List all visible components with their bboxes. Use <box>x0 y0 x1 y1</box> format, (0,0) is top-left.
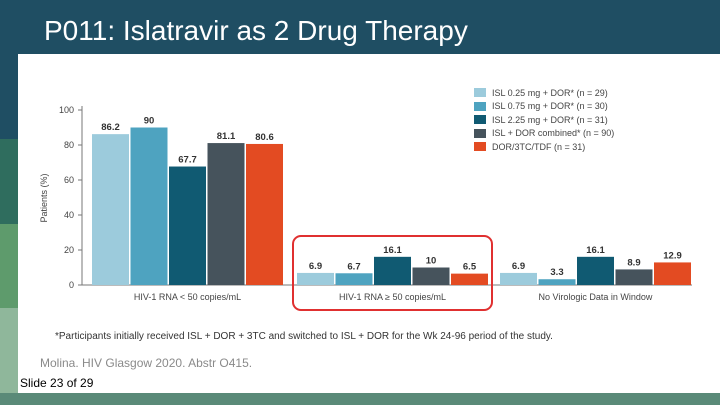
y-tick-label: 80 <box>64 140 74 150</box>
strip-segment <box>0 308 18 393</box>
bar <box>654 262 691 285</box>
data-label: 90 <box>144 116 155 127</box>
legend-swatch <box>474 115 486 125</box>
data-label: 16.1 <box>383 245 402 256</box>
y-tick-label: 60 <box>64 175 74 185</box>
data-label: 8.9 <box>627 257 640 268</box>
data-label: 67.7 <box>178 155 197 166</box>
legend-swatch <box>474 128 486 138</box>
category-label: No Virologic Data in Window <box>539 292 653 302</box>
data-label: 6.9 <box>512 261 525 272</box>
legend-label: DOR/3TC/TDF (n = 31) <box>492 141 586 152</box>
data-label: 6.7 <box>347 261 360 272</box>
bar <box>207 143 245 285</box>
data-label: 16.1 <box>586 245 605 256</box>
bar <box>500 272 537 285</box>
y-axis-title: Patients (%) <box>39 173 49 222</box>
legend-item: DOR/3TC/TDF (n = 31) <box>474 140 614 154</box>
data-label: 10 <box>426 256 437 267</box>
slide-number: Slide 23 of 29 <box>20 376 94 390</box>
bar <box>451 273 488 285</box>
legend-item: ISL 2.25 mg + DOR* (n = 31) <box>474 113 614 127</box>
bar <box>335 273 373 285</box>
legend-item: ISL 0.75 mg + DOR* (n = 30) <box>474 100 614 114</box>
data-label: 86.2 <box>101 122 120 133</box>
y-tick-label: 20 <box>64 245 74 255</box>
category-label: HIV-1 RNA ≥ 50 copies/mL <box>339 292 446 302</box>
bar <box>130 127 168 285</box>
y-tick-label: 0 <box>69 280 74 290</box>
data-label: 12.9 <box>663 250 682 261</box>
strip-segment <box>0 223 18 309</box>
title-bar: P011: Islatravir as 2 Drug Therapy <box>0 0 720 54</box>
legend-label: ISL 0.75 mg + DOR* (n = 30) <box>492 101 608 112</box>
bar <box>615 269 653 285</box>
slide-title: P011: Islatravir as 2 Drug Therapy <box>44 15 468 46</box>
data-label: 6.9 <box>309 261 322 272</box>
y-tick-label: 100 <box>59 105 74 115</box>
bar <box>92 134 129 285</box>
legend-item: ISL + DOR combined* (n = 90) <box>474 127 614 141</box>
data-label: 80.6 <box>255 132 274 143</box>
bar <box>169 166 206 285</box>
data-label: 6.5 <box>463 262 477 273</box>
category-label: HIV-1 RNA < 50 copies/mL <box>134 292 241 302</box>
y-tick-label: 40 <box>64 210 74 220</box>
strip-segment <box>0 54 18 139</box>
legend-label: ISL 2.25 mg + DOR* (n = 31) <box>492 114 608 125</box>
highlight-box <box>292 235 493 311</box>
bar <box>297 272 334 285</box>
left-decorative-strip <box>0 54 18 393</box>
legend-swatch <box>474 101 486 111</box>
footnote: *Participants initially received ISL + D… <box>55 331 553 342</box>
chart-legend: ISL 0.25 mg + DOR* (n = 29) ISL 0.75 mg +… <box>474 86 614 154</box>
citation: Molina. HIV Glasgow 2020. Abstr O415. <box>40 356 253 370</box>
legend-item: ISL 0.25 mg + DOR* (n = 29) <box>474 86 614 100</box>
data-label: 81.1 <box>217 131 236 142</box>
bar <box>246 143 283 285</box>
data-label: 3.3 <box>550 267 563 278</box>
bottom-bar <box>0 393 720 405</box>
bar <box>538 279 576 285</box>
legend-label: ISL + DOR combined* (n = 90) <box>492 128 615 139</box>
strip-segment <box>0 138 18 224</box>
bar <box>577 256 614 285</box>
bar <box>374 256 411 285</box>
bar <box>412 267 450 285</box>
legend-swatch <box>474 142 486 152</box>
legend-label: ISL 0.25 mg + DOR* (n = 29) <box>492 87 608 98</box>
legend-swatch <box>474 88 486 98</box>
